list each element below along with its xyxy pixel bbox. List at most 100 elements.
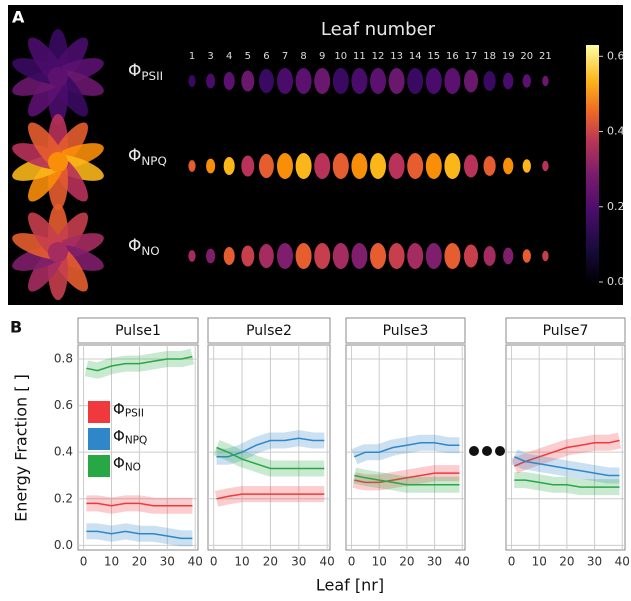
x-tick-label: 20 [263, 555, 278, 569]
row-label: ΦPSII [128, 61, 163, 83]
x-tick-label: 40 [320, 555, 335, 569]
leaf-image [542, 75, 549, 87]
leaf-image [188, 75, 196, 87]
leaf-number: 16 [446, 51, 459, 62]
leaf-image [483, 156, 496, 176]
leaf-number: 8 [300, 51, 306, 62]
leaf-image [332, 153, 349, 179]
leaf-image [444, 243, 461, 269]
leaf-image [351, 243, 368, 269]
y-tick-label: 0.8 [54, 351, 73, 365]
leaf-image [503, 157, 514, 175]
leaf-image [407, 243, 424, 269]
leaf-image [277, 243, 293, 269]
panel-label: B [10, 318, 22, 337]
leaf-image [463, 154, 479, 178]
leaf-number: 17 [465, 51, 478, 62]
row-label: ΦNO [128, 236, 160, 258]
series-line [514, 439, 620, 467]
leaf-image [295, 68, 312, 94]
leaf-image [295, 243, 312, 269]
colorbar-tick-label: 0.2 [607, 200, 625, 213]
leaf-image [370, 243, 386, 269]
leaf-image [522, 159, 531, 173]
strip [207, 317, 331, 344]
ellipsis-dot [495, 446, 505, 456]
plot-area [505, 344, 626, 551]
series-line [514, 456, 620, 477]
leaf-image [188, 160, 196, 172]
leaf-image [277, 68, 293, 94]
leaf-image [483, 246, 496, 266]
legend-label-subscript: NPQ [125, 435, 147, 447]
leaf-number: 1 [189, 51, 195, 62]
leaf-image [388, 153, 405, 179]
x-axis-label: Leaf [nr] [316, 576, 384, 595]
strip [505, 317, 626, 344]
legend-label: ΦNPQ [113, 427, 147, 447]
leaf-number: 12 [372, 51, 385, 62]
colorbar-tick-label: 0.0 [607, 275, 625, 288]
leaf-number: 5 [245, 51, 251, 62]
leaf-image [463, 244, 479, 268]
leaf-number: 21 [539, 51, 552, 62]
leaf-image [351, 153, 368, 179]
leaf-image [425, 153, 442, 179]
y-tick-label: 0.6 [54, 398, 73, 412]
leaf-number: 20 [520, 51, 533, 62]
leaf-image [314, 243, 331, 269]
leaf-number: 3 [207, 51, 213, 62]
leaf-image [206, 73, 216, 89]
x-tick-label: 10 [532, 555, 547, 569]
leaf-number: 6 [263, 51, 269, 62]
row-label-subscript: NPQ [141, 154, 166, 168]
leaf-image [542, 250, 549, 262]
leaf-image [223, 157, 235, 175]
leaf-number: 18 [483, 51, 496, 62]
x-tick-label: 0 [80, 555, 88, 569]
legend-label-subscript: NO [125, 462, 141, 474]
legend-key [88, 428, 110, 450]
leaf-image [241, 245, 255, 267]
legend-label-symbol: Φ [113, 427, 125, 445]
ellipsis-dot [469, 446, 479, 456]
leaf-image [444, 153, 461, 179]
leaf-image [223, 72, 235, 90]
leaf-number: 13 [390, 51, 403, 62]
leaf-image [314, 68, 331, 94]
colorbar [586, 45, 599, 282]
panel-a-title: Leaf number [321, 19, 436, 40]
leaf-number: 10 [334, 51, 347, 62]
leaf-image [295, 153, 312, 179]
leaf-number: 19 [502, 51, 515, 62]
leaf-image [351, 68, 368, 94]
x-tick-label: 30 [587, 555, 602, 569]
rosette-center [48, 152, 68, 172]
leaf-image [277, 153, 293, 179]
leaf-image [522, 249, 531, 263]
x-tick-label: 20 [559, 555, 574, 569]
row-label: ΦNPQ [128, 146, 167, 168]
leaf-image [258, 243, 274, 269]
leaf-image [425, 243, 442, 269]
leaf-image [425, 68, 442, 94]
leaf-number: 15 [427, 51, 440, 62]
series-line [354, 472, 460, 484]
series-line [354, 474, 460, 486]
x-tick-label: 30 [427, 555, 442, 569]
leaf-image [542, 160, 549, 172]
y-tick-label: 0.4 [54, 445, 73, 459]
x-tick-label: 40 [615, 555, 630, 569]
leaf-image [370, 153, 386, 179]
leaf-image [503, 247, 514, 265]
plot-area [207, 344, 331, 551]
leaf-image [332, 243, 349, 269]
leaf-number: 9 [319, 51, 325, 62]
x-tick-label: 0 [508, 555, 516, 569]
x-tick-label: 0 [210, 555, 218, 569]
series-line [216, 493, 325, 500]
leaf-number: 4 [226, 51, 232, 62]
y-tick-label: 0.2 [54, 491, 73, 505]
series-band [352, 467, 460, 493]
